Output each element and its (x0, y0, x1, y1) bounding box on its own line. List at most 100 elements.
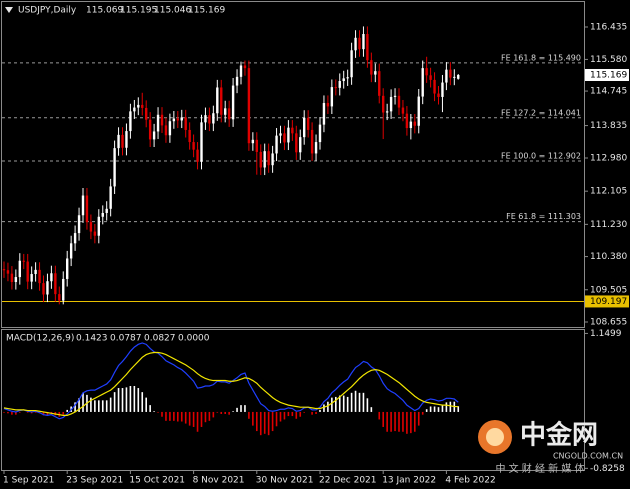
histogram-bar (331, 397, 333, 412)
candle-body (259, 151, 262, 168)
histogram-bar (433, 406, 436, 412)
candle-body (152, 131, 156, 140)
histogram-bar (421, 411, 424, 415)
histogram-bar (173, 411, 175, 421)
candle-body (354, 37, 357, 51)
candle-body (227, 108, 231, 120)
candle-body (188, 129, 191, 143)
x-tick-label: 8 Nov 2021 (193, 476, 245, 486)
candle-body (14, 277, 18, 282)
fe-level-label: FE 127.2 = 114.041 (501, 108, 581, 117)
y-tick-label: 109.505 (590, 285, 627, 295)
macd-panel-border (1, 329, 585, 471)
histogram-bar (236, 407, 238, 412)
histogram-bar (386, 411, 388, 432)
indicator-line (3, 342, 459, 420)
histogram-bar (204, 411, 207, 423)
histogram-bar (109, 397, 112, 412)
histogram-bar (362, 392, 365, 412)
header-low: 115.046 (154, 6, 191, 16)
histogram-bar (177, 411, 179, 422)
indicator-value: 0.1423 (76, 334, 108, 344)
candle-body (164, 125, 168, 136)
candle-body (105, 208, 108, 213)
candle-body (42, 283, 45, 295)
histogram-bar (200, 411, 203, 427)
candle-body (378, 71, 381, 96)
candle-body (133, 107, 136, 112)
histogram-bar (165, 411, 167, 421)
candle-body (6, 270, 10, 274)
candle-body (38, 269, 41, 284)
candle-body (330, 87, 334, 107)
histogram-bar (125, 387, 128, 412)
collapse-icon (5, 7, 13, 13)
histogram-bar (240, 405, 242, 412)
candle-body (22, 260, 25, 262)
candle-body (172, 118, 176, 122)
histogram-bar (133, 386, 136, 412)
histogram-bar (406, 411, 408, 434)
histogram-bar (220, 411, 223, 414)
histogram-bar (141, 392, 144, 412)
y-tick-label: 113.835 (590, 121, 627, 131)
histogram-bar (145, 397, 147, 412)
last-price-label: 115.169 (590, 70, 627, 80)
header-open: 115.069 (86, 6, 123, 16)
candle-body (125, 131, 128, 148)
candle-body (101, 212, 104, 217)
histogram-bar (7, 411, 9, 414)
histogram-bar (244, 405, 246, 412)
histogram-bar (224, 411, 226, 414)
candle-body (26, 261, 29, 282)
watermark: 中金网 CNGOLD.COM.CN 中 文 财 经 新 媒 体 (478, 420, 623, 475)
x-tick-label: 13 Jan 2022 (382, 476, 436, 486)
histogram-bar (449, 401, 452, 412)
histogram-bar (62, 411, 65, 415)
candle-body (200, 122, 203, 162)
candle-body (310, 129, 314, 154)
chart-title: USDJPY,Daily (18, 6, 77, 16)
histogram-bar (82, 392, 84, 412)
header-close: 115.169 (188, 6, 225, 16)
y-tick-label: 112.105 (590, 187, 627, 197)
candle-body (46, 281, 49, 295)
indicator-value: 0.0787 (110, 334, 142, 344)
y-tick-label: 116.435 (590, 22, 627, 32)
header-high: 115.195 (120, 6, 157, 16)
histogram-bar (275, 411, 278, 427)
candle-body (97, 216, 100, 236)
candle-body (34, 269, 37, 275)
histogram-bar (338, 395, 341, 412)
histogram-bar (437, 407, 440, 412)
histogram-bar (192, 411, 195, 427)
histogram-bar (78, 398, 80, 412)
candle-body (279, 133, 282, 136)
histogram-bar (402, 411, 404, 432)
x-tick-label: 23 Sep 2021 (66, 476, 123, 486)
y-tick-label: -0.8258 (590, 464, 625, 474)
support-price-label: 109.197 (590, 297, 627, 307)
candle-body (397, 95, 401, 108)
candle-body (417, 96, 420, 126)
fe-level-label: FE 161.8 = 115.490 (501, 53, 581, 62)
candle-body (405, 113, 409, 129)
histogram-bar (30, 411, 33, 414)
candle-body (18, 260, 21, 278)
histogram-bar (319, 409, 321, 412)
candle-body (58, 294, 61, 301)
candle-body (117, 134, 120, 149)
candle-body (89, 222, 93, 232)
candle-body (358, 37, 361, 50)
candle-body (2, 269, 6, 271)
histogram-bar (441, 405, 444, 412)
histogram-bar (184, 411, 187, 424)
y-tick-label: 115.580 (590, 55, 627, 65)
candle-body (401, 107, 405, 114)
x-tick-label: 1 Sep 2021 (3, 476, 54, 486)
x-tick-label: 22 Dec 2021 (319, 476, 377, 486)
x-tick-label: 30 Nov 2021 (256, 476, 314, 486)
histogram-bar (248, 411, 250, 419)
y-tick-label: 1.1499 (590, 329, 622, 339)
